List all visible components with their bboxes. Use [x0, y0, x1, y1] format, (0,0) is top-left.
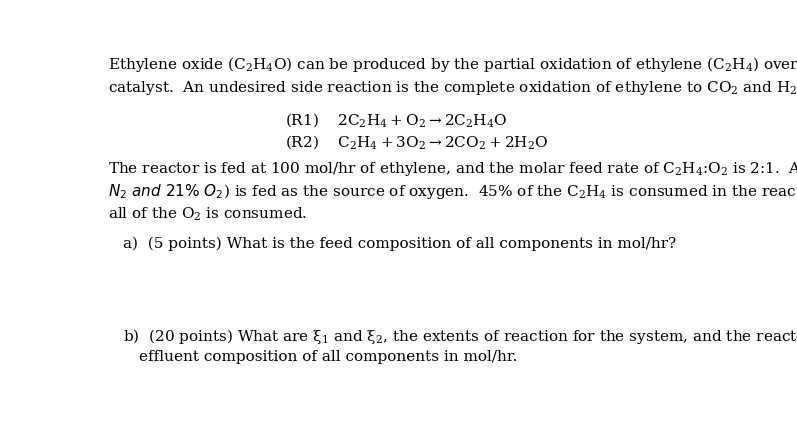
Text: b)  (20 points) What are $\mathregular{\xi_1}$ and $\mathregular{\xi_2}$, the ex: b) (20 points) What are $\mathregular{\x…: [123, 328, 797, 346]
Text: a)  (5 points) What is the feed composition of all components in mol/hr?: a) (5 points) What is the feed compositi…: [123, 236, 677, 251]
Text: The reactor is fed at 100 mol/hr of ethylene, and the molar feed rate of $\mathr: The reactor is fed at 100 mol/hr of ethy…: [108, 159, 797, 178]
Text: (R1)    $\mathregular{2C_2H_4 + O_2 \rightarrow 2C_2H_4}$O: (R1) $\mathregular{2C_2H_4 + O_2 \righta…: [285, 112, 507, 130]
Text: Ethylene oxide ($\mathregular{C_2H_4}$O) can be produced by the partial oxidatio: Ethylene oxide ($\mathregular{C_2H_4}$O)…: [108, 55, 797, 74]
Text: catalyst.  An undesired side reaction is the complete oxidation of ethylene to $: catalyst. An undesired side reaction is …: [108, 79, 797, 97]
Text: $\mathit{N_2}$ $\mathit{and\ 21\%\ O_2}$) is fed as the source of oxygen.  45% o: $\mathit{N_2}$ $\mathit{and\ 21\%\ O_2}$…: [108, 182, 797, 201]
Text: (R2)    $\mathregular{C_2H_4 + 3O_2 \rightarrow 2CO_2 + 2H_2}$O: (R2) $\mathregular{C_2H_4 + 3O_2 \righta…: [285, 133, 548, 151]
Text: effluent composition of all components in mol/hr.: effluent composition of all components i…: [139, 350, 517, 364]
Text: all of the $\mathregular{O_2}$ is consumed.: all of the $\mathregular{O_2}$ is consum…: [108, 205, 307, 223]
